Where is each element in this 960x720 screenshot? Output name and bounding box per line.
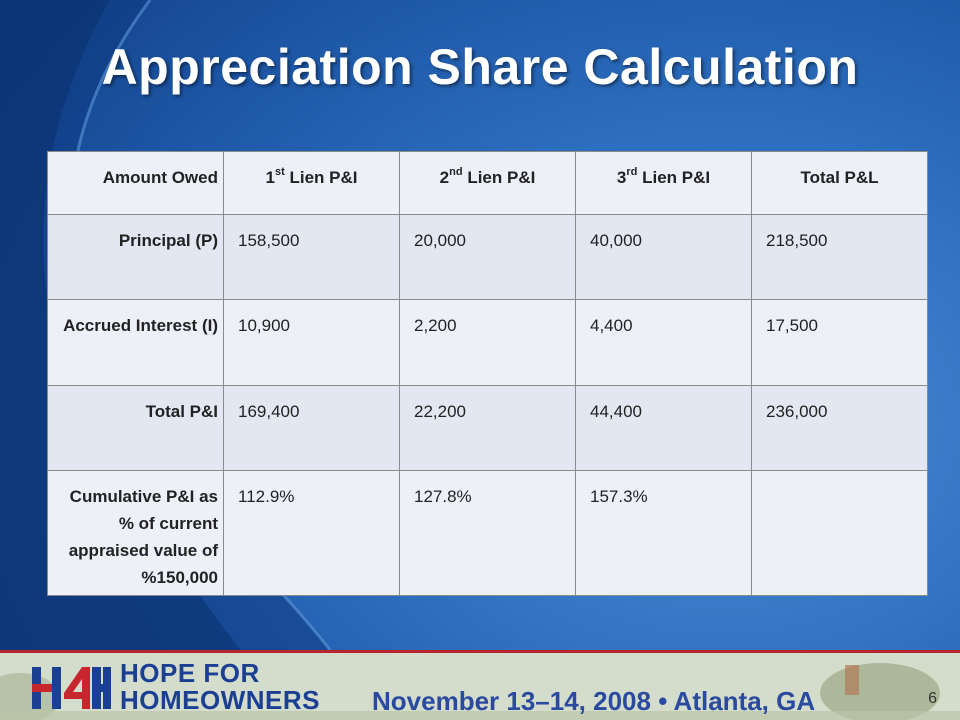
table-cell (751, 469, 928, 597)
table-cell: 44,400 (575, 384, 752, 471)
table-cell: 4,400 (575, 299, 752, 386)
footer-brand-line1: HOPE FOR (120, 658, 260, 688)
table-row: Total P&I 169,400 22,200 44,400 236,000 (47, 384, 928, 471)
footer-brand-line2: HOMEOWNERS (120, 685, 320, 715)
header-3rd-ord: 3 (616, 168, 627, 187)
header-2nd-rest: Lien P&I (462, 168, 536, 187)
table-cell: 112.9% (223, 469, 400, 597)
table-cell: 22,200 (399, 384, 576, 471)
table-cell: 17,500 (751, 299, 928, 386)
header-1st-sup: st (274, 166, 285, 179)
table-cell: 20,000 (399, 214, 576, 301)
header-3rd-sup: rd (626, 166, 638, 179)
table-cell: 40,000 (575, 214, 752, 301)
table-cell: 2,200 (399, 299, 576, 386)
table-cell: 157.3% (575, 469, 752, 597)
header-3rd-rest: Lien P&I (637, 168, 711, 187)
header-1st-lien: 1st Lien P&I (223, 150, 400, 216)
header-2nd-sup: nd (449, 166, 463, 179)
header-2nd-lien: 2nd Lien P&I (399, 150, 576, 216)
table-row: Accrued Interest (I) 10,900 2,200 4,400 … (47, 299, 928, 386)
row-label: Total P&I (47, 384, 224, 471)
footer-event-info: November 13–14, 2008 • Atlanta, GA (372, 686, 816, 716)
header-amount-owed: Amount Owed (47, 150, 224, 216)
header-1st-ord: 1 (265, 168, 275, 187)
table-row: Cumulative P&I as % of current appraised… (47, 469, 928, 597)
footer-banner (0, 650, 960, 720)
appreciation-table: Amount Owed 1st Lien P&I 2nd Lien P&I 3r… (47, 150, 928, 597)
header-1st-rest: Lien P&I (284, 168, 358, 187)
slide-title: Appreciation Share Calculation (101, 39, 859, 95)
row-label: Accrued Interest (I) (47, 299, 224, 386)
table-header-row: Amount Owed 1st Lien P&I 2nd Lien P&I 3r… (47, 150, 928, 216)
header-total: Total P&L (751, 150, 928, 216)
table-cell: 127.8% (399, 469, 576, 597)
table-cell: 10,900 (223, 299, 400, 386)
table-cell: 218,500 (751, 214, 928, 301)
row-label: Principal (P) (47, 214, 224, 301)
table-cell: 236,000 (751, 384, 928, 471)
h4h-logo-icon (32, 667, 111, 709)
table-cell: 169,400 (223, 384, 400, 471)
row-label: Cumulative P&I as % of current appraised… (47, 469, 224, 597)
table-row: Principal (P) 158,500 20,000 40,000 218,… (47, 214, 928, 301)
table-cell: 158,500 (223, 214, 400, 301)
page-number: 6 (928, 690, 937, 707)
header-2nd-ord: 2 (439, 168, 450, 187)
header-3rd-lien: 3rd Lien P&I (575, 150, 752, 216)
